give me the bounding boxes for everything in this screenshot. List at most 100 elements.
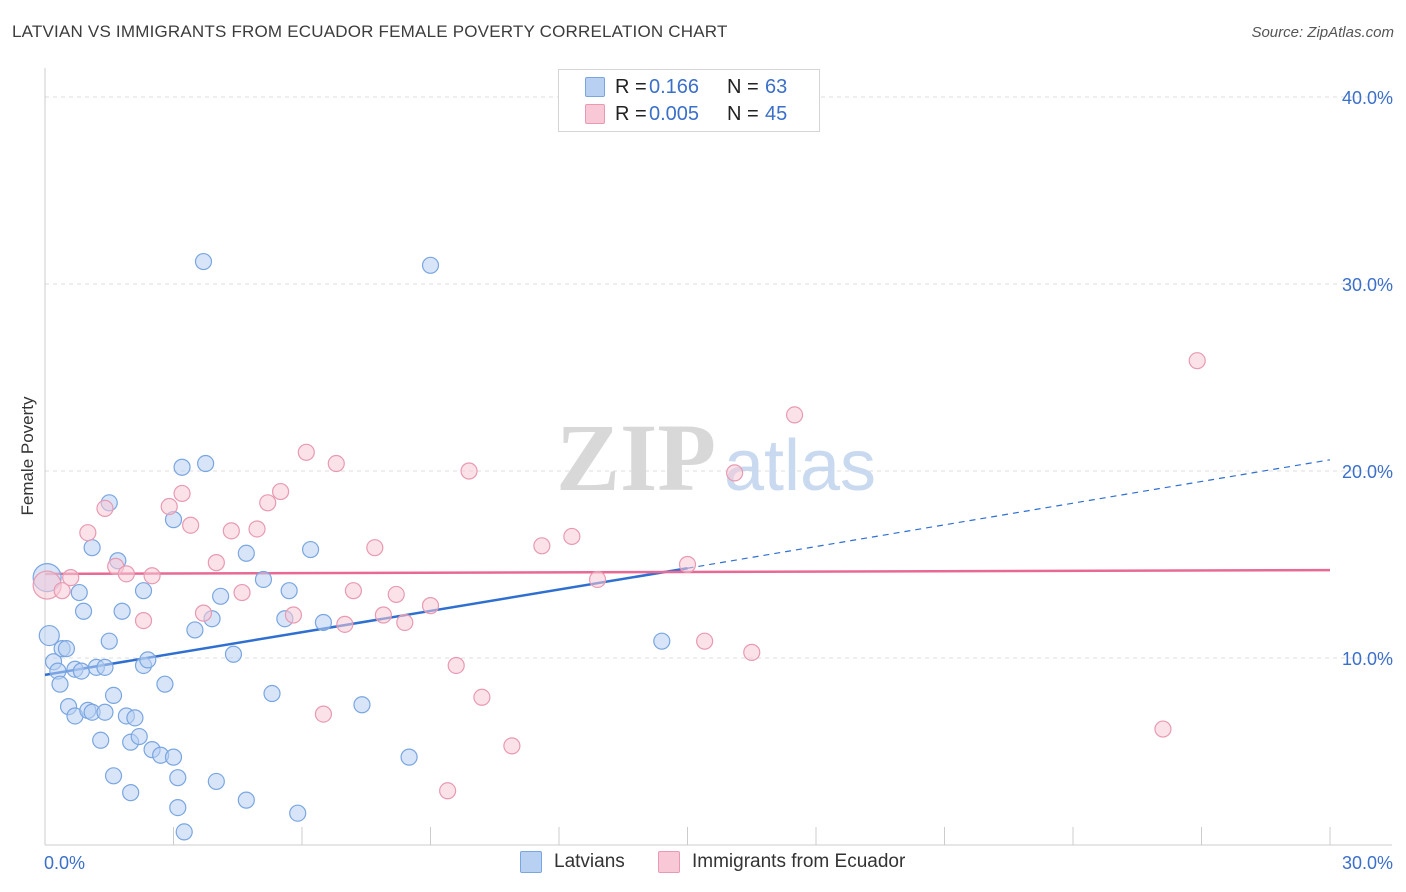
latvian-point bbox=[400, 748, 418, 766]
n-value-latvians: 63 bbox=[765, 75, 788, 98]
series-legend: Latvians Immigrants from Ecuador bbox=[0, 851, 1406, 877]
r-value-ecuador: 0.005 bbox=[649, 102, 700, 125]
r-label: R = bbox=[615, 75, 647, 98]
ecuador-point bbox=[160, 497, 178, 516]
y-tick-label: 10.0% bbox=[1342, 649, 1393, 669]
ecuador-point bbox=[563, 527, 581, 546]
ecuador-point bbox=[336, 615, 354, 633]
ecuador-point bbox=[134, 611, 153, 630]
ecuador-point bbox=[726, 464, 744, 482]
r-label: R = bbox=[615, 102, 647, 125]
legend-swatch-latvians bbox=[520, 851, 542, 873]
y-tick-label: 20.0% bbox=[1342, 462, 1393, 482]
ecuador-point bbox=[117, 565, 135, 583]
ecuador-point bbox=[143, 567, 161, 585]
latvian-point bbox=[197, 454, 215, 473]
legend-row-latvians: R = 0.166 N = 63 bbox=[559, 74, 787, 100]
latvian-point bbox=[194, 252, 213, 271]
data-points bbox=[32, 252, 1206, 841]
latvian-point bbox=[96, 658, 114, 676]
latvian-point bbox=[100, 632, 118, 650]
ecuador-point bbox=[222, 522, 240, 540]
ecuador-point bbox=[460, 462, 478, 480]
latvian-point bbox=[74, 602, 93, 620]
ecuador-point bbox=[588, 570, 607, 589]
latvian-point bbox=[104, 767, 123, 785]
latvian-point bbox=[156, 675, 174, 693]
ecuador-point bbox=[1188, 352, 1206, 370]
legend-swatch-ecuador bbox=[585, 104, 605, 124]
n-label: N = bbox=[727, 102, 759, 125]
latvian-point bbox=[130, 727, 148, 746]
ecuador-point bbox=[207, 554, 225, 572]
ecuador-point bbox=[473, 688, 491, 706]
n-value-ecuador: 45 bbox=[765, 102, 788, 125]
legend-row-ecuador: R = 0.005 N = 45 bbox=[559, 101, 787, 127]
ecuador-point bbox=[271, 482, 290, 501]
ecuador-point bbox=[173, 484, 191, 503]
ecuador-point bbox=[284, 606, 303, 624]
latvian-point bbox=[224, 645, 243, 663]
latvian-point bbox=[126, 709, 144, 727]
ecuador-point bbox=[374, 606, 392, 624]
x-tick-label: 0.0% bbox=[44, 853, 85, 873]
r-value-latvians: 0.166 bbox=[649, 75, 700, 98]
ecuador-point bbox=[1154, 720, 1172, 738]
y-tick-label: 30.0% bbox=[1342, 275, 1393, 295]
latvian-trend-extension bbox=[687, 459, 1331, 569]
latvian-point bbox=[175, 823, 193, 841]
legend-label-latvians: Latvians bbox=[554, 851, 625, 872]
latvian-point bbox=[421, 256, 440, 274]
y-tick-label: 40.0% bbox=[1342, 88, 1393, 108]
latvian-point bbox=[254, 570, 273, 589]
latvian-point bbox=[263, 684, 281, 703]
latvian-point bbox=[207, 772, 225, 791]
latvian-point bbox=[122, 784, 140, 802]
tick-labels: 10.0% 20.0% 30.0% 40.0% 0.0% 30.0% bbox=[44, 88, 1393, 873]
x-tick-label: 30.0% bbox=[1342, 853, 1393, 873]
latvian-point bbox=[186, 621, 204, 639]
ecuador-point bbox=[53, 582, 71, 600]
latvian-point bbox=[113, 602, 131, 620]
ecuador-point bbox=[366, 539, 384, 557]
legend-item-latvians: Latvians bbox=[520, 851, 625, 873]
n-label: N = bbox=[727, 75, 759, 98]
latvian-point bbox=[212, 587, 230, 605]
ecuador-point bbox=[314, 705, 333, 723]
ecuador-point bbox=[327, 454, 345, 473]
ecuador-point bbox=[439, 782, 457, 800]
latvian-point bbox=[57, 640, 76, 658]
latvian-point bbox=[139, 651, 157, 669]
ecuador-point bbox=[533, 537, 551, 555]
ecuador-point bbox=[79, 524, 97, 542]
watermark-zip: ZIP bbox=[556, 404, 716, 511]
ecuador-point bbox=[344, 582, 362, 600]
ecuador-point bbox=[194, 604, 213, 622]
ecuador-point bbox=[96, 499, 114, 517]
grid-lines bbox=[45, 96, 1392, 659]
ecuador-point bbox=[696, 632, 714, 650]
latvian-point bbox=[289, 804, 307, 822]
ecuador-point bbox=[248, 520, 266, 538]
latvian-point bbox=[38, 624, 60, 647]
latvian-point bbox=[301, 540, 320, 559]
latvian-point bbox=[83, 539, 101, 557]
axes bbox=[44, 68, 1392, 846]
legend-swatch-ecuador bbox=[658, 851, 680, 873]
watermark: ZIP atlas bbox=[556, 404, 876, 511]
latvian-point bbox=[169, 798, 187, 817]
ecuador-point bbox=[182, 516, 200, 534]
ecuador-point bbox=[503, 737, 521, 755]
legend-label-ecuador: Immigrants from Ecuador bbox=[692, 851, 906, 872]
latvian-point bbox=[96, 703, 114, 721]
latvian-point bbox=[51, 675, 69, 693]
ecuador-point bbox=[297, 443, 315, 461]
legend-item-ecuador: Immigrants from Ecuador bbox=[658, 851, 905, 873]
ecuador-point bbox=[259, 494, 277, 512]
latvian-point bbox=[134, 582, 153, 600]
latvian-point bbox=[70, 583, 88, 602]
chart-title: LATVIAN VS IMMIGRANTS FROM ECUADOR FEMAL… bbox=[12, 22, 728, 41]
latvian-point bbox=[353, 696, 371, 714]
correlation-legend: R = 0.166 N = 63 R = 0.005 N = 45 bbox=[558, 69, 820, 132]
